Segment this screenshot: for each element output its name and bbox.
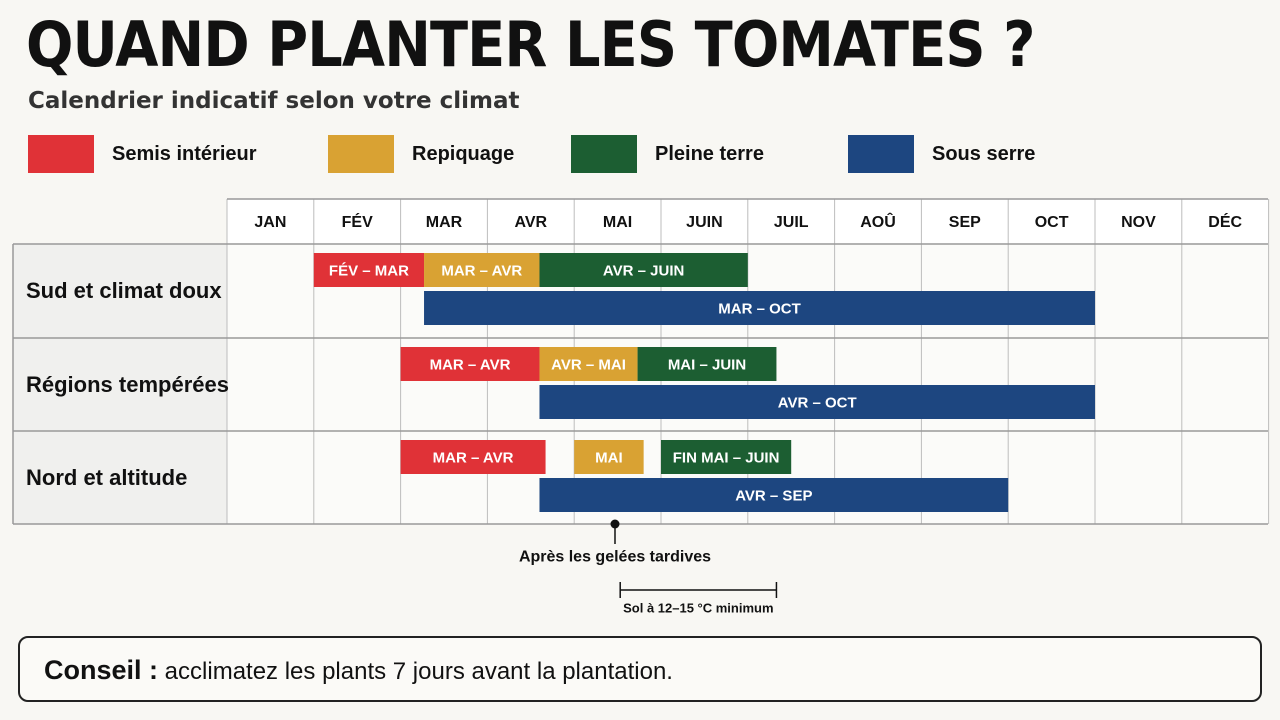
row-label-0: Sud et climat doux — [26, 278, 222, 303]
legend-swatch-sous-serre — [848, 135, 914, 173]
bar-1-1 — [539, 347, 638, 381]
bar-label-2-2: FIN MAI – JUIN — [673, 450, 780, 467]
legend-label-sous-serre: Sous serre — [932, 143, 1036, 165]
bar-1-3 — [539, 385, 1095, 419]
bar-2-2 — [661, 440, 792, 474]
page-title: QUAND PLANTER LES TOMATES ? — [26, 8, 1036, 81]
month-label-10: NOV — [1121, 214, 1156, 231]
legend-label-pleine-terre: Pleine terre — [655, 143, 764, 165]
bar-1-0 — [400, 347, 540, 381]
legend-swatch-pleine-terre — [571, 135, 637, 173]
bar-0-3 — [424, 291, 1095, 325]
row-label-1: Régions tempérées — [26, 372, 229, 397]
month-label-7: AOÛ — [860, 212, 896, 231]
annotation-soil-temp: Sol à 12–15 °C minimum — [623, 601, 773, 616]
legend-swatch-semis — [28, 135, 94, 173]
page-subtitle: Calendrier indicatif selon votre climat — [28, 88, 520, 114]
bar-label-1-0: MAR – AVR — [430, 357, 511, 374]
month-label-6: JUIL — [774, 214, 809, 231]
bar-label-0-3: MAR – OCT — [718, 301, 801, 318]
bar-label-1-2: MAI – JUIN — [668, 357, 746, 374]
bar-2-0 — [400, 440, 546, 474]
bar-label-0-2: AVR – JUIN — [603, 263, 684, 280]
bar-0-2 — [539, 253, 748, 287]
month-label-0: JAN — [254, 214, 286, 231]
month-label-11: DÉC — [1208, 212, 1242, 231]
bar-label-0-1: MAR – AVR — [441, 263, 522, 280]
bar-0-1 — [424, 253, 540, 287]
bar-label-1-3: AVR – OCT — [778, 395, 857, 412]
month-label-5: JUIN — [686, 214, 722, 231]
month-label-3: AVR — [515, 214, 548, 231]
bar-2-3 — [539, 478, 1009, 512]
tip-body: acclimatez les plants 7 jours avant la p… — [158, 658, 673, 685]
bar-label-1-1: AVR – MAI — [551, 357, 626, 374]
row-label-column-bg — [13, 244, 227, 524]
annotation-frost: Après les gelées tardives — [519, 549, 711, 566]
planting-calendar-chart: JAN FÉV MAR AVR MAI JUIN JUIL AOÛ SEP OCT NOV DÉC Su… — [12, 198, 1270, 616]
month-label-2: MAR — [426, 214, 463, 231]
month-label-1: FÉV — [342, 212, 373, 231]
legend-label-repiquage: Repiquage — [412, 143, 515, 165]
bar-label-2-1: MAI — [595, 450, 623, 467]
bar-label-2-0: MAR – AVR — [433, 450, 514, 467]
bar-label-2-3: AVR – SEP — [735, 488, 812, 505]
legend-label-semis: Semis intérieur — [112, 143, 257, 165]
legend-swatch-repiquage — [328, 135, 394, 173]
month-label-9: OCT — [1035, 214, 1069, 231]
tip-strong: Conseil : — [44, 655, 159, 685]
tip-text: Conseil : acclimatez les plants 7 jours … — [44, 655, 673, 686]
tip-box: Conseil : acclimatez les plants 7 jours … — [18, 636, 1262, 702]
month-label-8: SEP — [949, 214, 981, 231]
row-label-2: Nord et altitude — [26, 465, 187, 490]
bar-0-0 — [313, 253, 425, 287]
bar-1-2 — [637, 347, 777, 381]
bar-label-0-0: FÉV – MAR — [329, 263, 409, 280]
bar-2-1 — [574, 440, 644, 474]
month-label-4: MAI — [603, 214, 632, 231]
